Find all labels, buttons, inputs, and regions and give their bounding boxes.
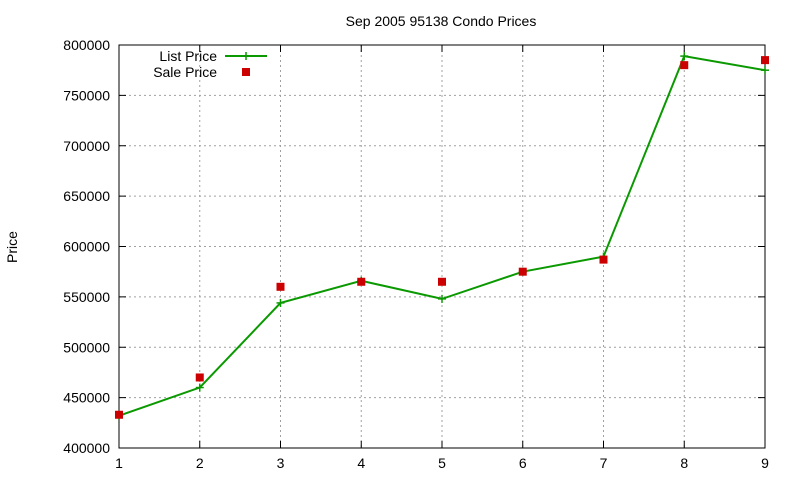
x-tick-label: 6 [519, 455, 527, 471]
y-tick-label: 750000 [63, 87, 110, 103]
x-tick-label: 1 [115, 455, 123, 471]
sale-price-point [761, 56, 769, 65]
x-tick-label: 7 [600, 455, 608, 471]
y-tick-label: 400000 [63, 440, 110, 456]
series-2 [115, 56, 769, 419]
sale-price-point [438, 277, 446, 286]
list-price-point [680, 52, 689, 61]
y-tick-label: 500000 [63, 339, 110, 355]
y-tick-label: 450000 [63, 390, 110, 406]
list-price-point [195, 383, 204, 392]
legend-cross-sample [242, 52, 250, 60]
sale-price-point [518, 267, 527, 276]
legend-label: Sale Price [153, 64, 217, 80]
x-tick-label: 5 [438, 455, 446, 471]
y-tick-label: 600000 [63, 239, 110, 255]
y-tick-label: 550000 [63, 289, 110, 305]
list-price-point [761, 66, 769, 75]
list-price-point [438, 294, 446, 303]
x-tick-label: 9 [761, 455, 769, 471]
legend-label: List Price [159, 48, 217, 64]
axis-ticks: 400000 450000 500000 550000 600000 650000 7000… [63, 37, 769, 471]
x-tick-label: 2 [196, 455, 204, 471]
grid [119, 45, 765, 448]
series-layer [115, 52, 769, 420]
legend-square-sample [242, 68, 250, 76]
x-tick-label: 8 [680, 455, 688, 471]
sale-price-point [276, 282, 285, 291]
y-tick-label: 700000 [63, 138, 110, 154]
y-tick-label: 800000 [63, 37, 110, 53]
list-price-point [276, 298, 285, 307]
y-tick-label: 650000 [63, 188, 110, 204]
sale-price-point [680, 61, 689, 70]
sale-price-point [599, 255, 608, 264]
x-tick-label: 3 [277, 455, 285, 471]
sale-price-point [115, 410, 123, 419]
sale-price-point [357, 277, 366, 286]
y-axis-label: Price [4, 231, 20, 263]
sale-price-point [195, 373, 204, 382]
x-tick-label: 4 [357, 455, 365, 471]
chart-title: Sep 2005 95138 Condo Prices [346, 13, 537, 29]
